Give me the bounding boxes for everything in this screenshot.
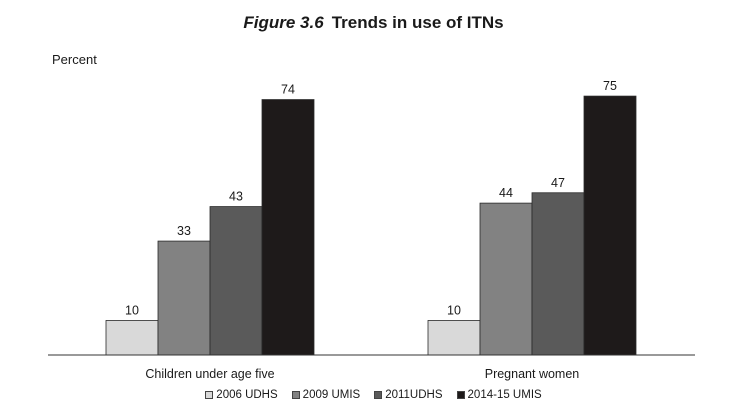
data-label-1-1: 44 [499,186,513,200]
bar-3-0 [261,99,315,356]
legend-label-1: 2009 UMIS [302,389,361,401]
legend-item-0: 2006 UDHS [205,389,278,401]
data-label-0-1: 10 [447,303,461,317]
legend-swatch-3 [456,391,465,399]
bar-2-0 [209,206,263,356]
figure-title: Figure 3.6 Trends in use of ITNs [0,13,747,33]
legend-item-3: 2014-15 UMIS [456,389,542,401]
bar-3-1 [583,95,637,356]
data-label-3-1: 75 [603,79,617,93]
legend-swatch-1 [291,391,300,399]
data-label-3-0: 74 [281,83,295,97]
data-label-2-1: 47 [551,176,565,190]
data-label-1-0: 33 [177,224,191,238]
data-label-0-0: 10 [125,303,139,317]
legend-swatch-2 [374,391,383,399]
category-label-1: Pregnant women [485,367,580,381]
category-label-0: Children under age five [145,367,274,381]
bar-1-1 [479,202,533,356]
legend-item-2: 2011UDHS [374,389,443,401]
legend-item-1: 2009 UMIS [291,389,361,401]
legend: 2006 UDHS 2009 UMIS 2011UDHS 2014-15 UMIS [0,389,747,401]
bar-0-0 [105,320,159,356]
legend-label-2: 2011UDHS [385,389,443,401]
legend-swatch-0 [205,391,214,399]
bar-0-1 [427,320,481,356]
legend-label-3: 2014-15 UMIS [467,389,542,401]
y-axis-label: Percent [52,52,97,67]
data-label-2-0: 43 [229,190,243,204]
figure-title-text: Trends in use of ITNs [331,13,504,32]
legend-label-0: 2006 UDHS [216,389,278,401]
bar-2-1 [531,192,585,356]
figure-number: Figure 3.6 [243,13,324,32]
bar-1-0 [157,240,211,356]
